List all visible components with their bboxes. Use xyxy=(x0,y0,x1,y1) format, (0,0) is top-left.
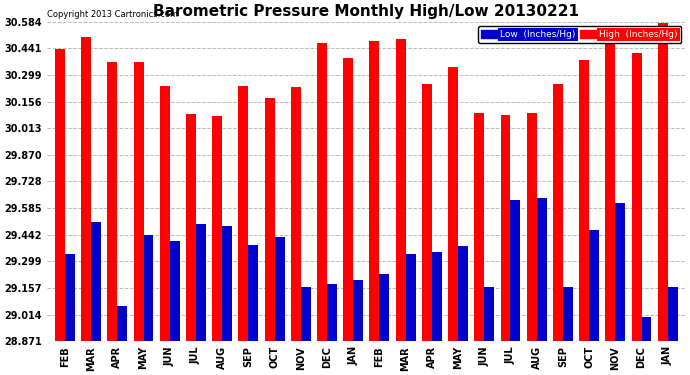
Bar xyxy=(474,113,484,341)
Bar xyxy=(196,224,206,341)
Bar xyxy=(668,287,678,341)
Bar xyxy=(264,98,275,341)
Bar xyxy=(395,39,406,341)
Bar xyxy=(658,23,668,341)
Bar xyxy=(484,287,494,341)
Bar xyxy=(511,200,520,341)
Bar xyxy=(353,280,363,341)
Bar xyxy=(81,38,91,341)
Bar xyxy=(553,84,563,341)
Bar xyxy=(369,41,380,341)
Bar xyxy=(422,84,432,341)
Legend: Low  (Inches/Hg), High  (Inches/Hg): Low (Inches/Hg), High (Inches/Hg) xyxy=(477,26,681,43)
Bar xyxy=(170,241,179,341)
Bar xyxy=(642,317,651,341)
Bar xyxy=(458,246,468,341)
Bar xyxy=(327,284,337,341)
Bar xyxy=(275,237,284,341)
Bar xyxy=(134,62,144,341)
Bar xyxy=(213,116,222,341)
Bar xyxy=(406,254,415,341)
Bar xyxy=(290,87,301,341)
Text: Copyright 2013 Cartronics.com: Copyright 2013 Cartronics.com xyxy=(47,9,178,18)
Title: Barometric Pressure Monthly High/Low 20130221: Barometric Pressure Monthly High/Low 201… xyxy=(153,4,580,19)
Bar xyxy=(537,198,546,341)
Bar xyxy=(117,306,127,341)
Bar xyxy=(248,244,258,341)
Bar xyxy=(238,86,248,341)
Bar xyxy=(615,204,625,341)
Bar xyxy=(343,58,353,341)
Bar xyxy=(500,115,511,341)
Bar xyxy=(91,222,101,341)
Bar xyxy=(526,113,537,341)
Bar xyxy=(160,86,170,341)
Bar xyxy=(631,53,642,341)
Bar xyxy=(589,230,599,341)
Bar xyxy=(222,226,232,341)
Bar xyxy=(579,60,589,341)
Bar xyxy=(65,254,75,341)
Bar xyxy=(563,287,573,341)
Bar xyxy=(55,49,65,341)
Bar xyxy=(108,62,117,341)
Bar xyxy=(317,43,327,341)
Bar xyxy=(144,235,153,341)
Bar xyxy=(301,287,310,341)
Bar xyxy=(448,67,458,341)
Bar xyxy=(432,252,442,341)
Bar xyxy=(380,274,389,341)
Bar xyxy=(186,114,196,341)
Bar xyxy=(605,43,615,341)
